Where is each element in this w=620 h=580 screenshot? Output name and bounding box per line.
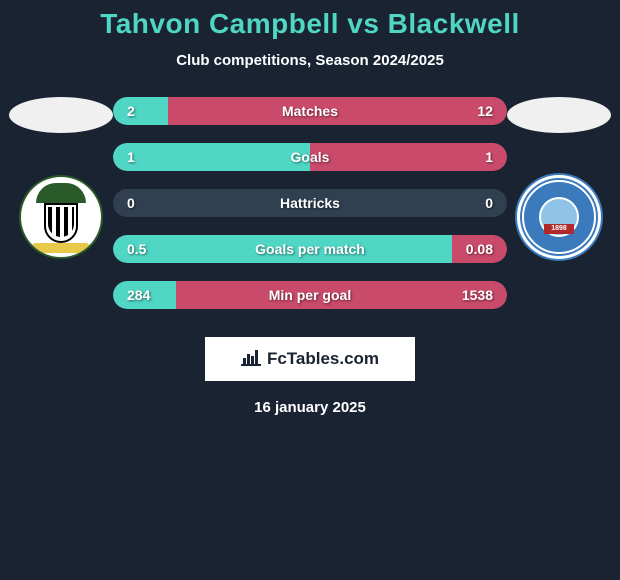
stat-value-left: 0.5	[127, 241, 146, 257]
player-right-photo-placeholder	[507, 97, 611, 133]
stat-value-left: 2	[127, 103, 135, 119]
stat-bar-left	[113, 143, 310, 171]
source-logo: FcTables.com	[205, 337, 415, 381]
stat-label: Matches	[282, 103, 338, 119]
stat-row: 284 Min per goal 1538	[113, 281, 507, 309]
stat-label: Goals	[291, 149, 330, 165]
stat-row: 0 Hattricks 0	[113, 189, 507, 217]
stat-label: Hattricks	[280, 195, 340, 211]
stat-bar-right	[310, 143, 507, 171]
stat-label: Min per goal	[269, 287, 351, 303]
date-text: 16 january 2025	[0, 399, 620, 416]
main-region: 1898 2 Matches 12 1 Goals 1 0	[0, 97, 620, 317]
player-right-column: 1898	[504, 97, 614, 259]
chart-icon	[241, 348, 261, 371]
stat-value-right: 1	[485, 149, 493, 165]
stat-value-left: 0	[127, 195, 135, 211]
stat-value-right: 1538	[462, 287, 493, 303]
crest-left-ribbon-icon	[31, 243, 91, 253]
player-left-club-crest	[19, 175, 103, 259]
stats-list: 2 Matches 12 1 Goals 1 0 Hattricks 0	[113, 97, 507, 309]
stat-row: 2 Matches 12	[113, 97, 507, 125]
player-right-club-crest: 1898	[517, 175, 601, 259]
crest-right-year-badge: 1898	[544, 224, 574, 234]
comparison-card: Tahvon Campbell vs Blackwell Club compet…	[0, 0, 620, 580]
stat-bar-left	[113, 97, 168, 125]
page-title: Tahvon Campbell vs Blackwell	[0, 8, 620, 40]
stat-value-right: 0	[485, 195, 493, 211]
crest-left-stripes-icon	[48, 207, 74, 237]
stat-label: Goals per match	[255, 241, 365, 257]
player-left-column	[6, 97, 116, 259]
stat-row: 1 Goals 1	[113, 143, 507, 171]
stat-value-left: 284	[127, 287, 150, 303]
stat-value-right: 12	[477, 103, 493, 119]
stat-value-right: 0.08	[466, 241, 493, 257]
subtitle: Club competitions, Season 2024/2025	[0, 52, 620, 69]
stat-row: 0.5 Goals per match 0.08	[113, 235, 507, 263]
source-logo-text: FcTables.com	[267, 349, 379, 369]
crest-left-tree-icon	[36, 183, 86, 203]
player-left-photo-placeholder	[9, 97, 113, 133]
stat-value-left: 1	[127, 149, 135, 165]
